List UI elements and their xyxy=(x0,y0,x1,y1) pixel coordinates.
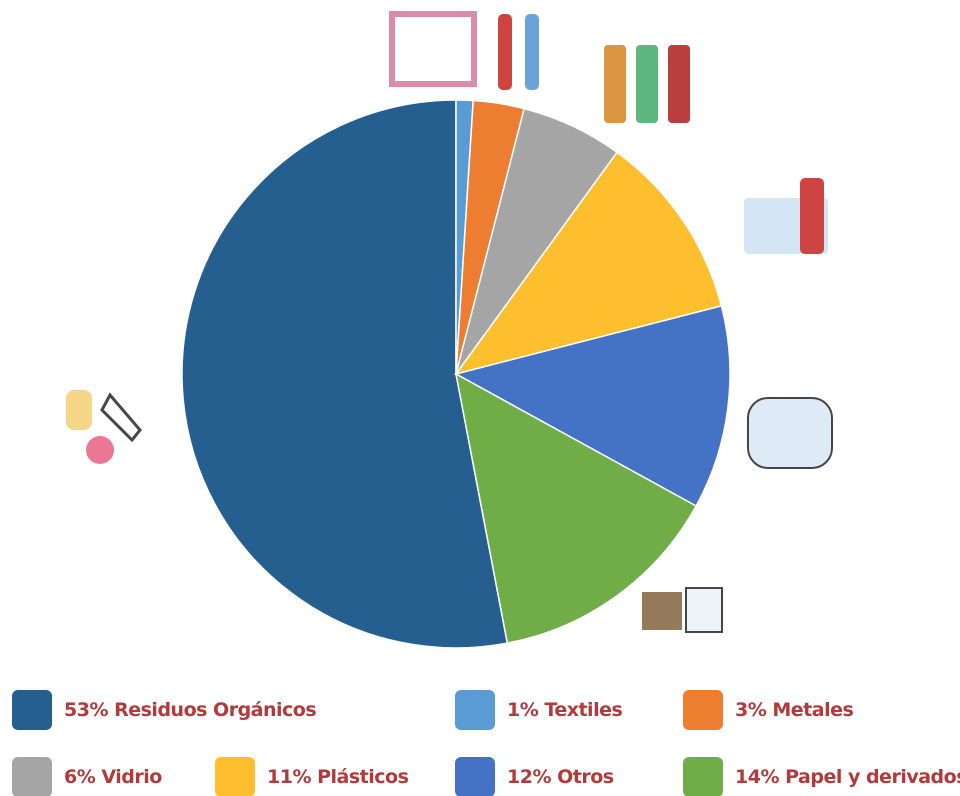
legend-label: 14% Papel y derivados xyxy=(735,766,960,788)
pie-slice xyxy=(453,304,731,508)
decorative-icons xyxy=(66,11,833,633)
legend-value: 53% xyxy=(64,699,108,721)
legend-label: 3% Metales xyxy=(735,699,853,721)
pie-slice xyxy=(454,372,698,645)
legend-value: 3% xyxy=(735,699,767,721)
legend-name: Vidrio xyxy=(101,766,162,788)
legend-name: Otros xyxy=(557,766,614,788)
legend-label: 53% Residuos Orgánicos xyxy=(64,699,316,721)
legend-value: 14% xyxy=(735,766,779,788)
legend-swatch xyxy=(683,690,723,730)
pie-slice xyxy=(181,99,509,649)
legend-value: 12% xyxy=(507,766,551,788)
legend-name: Textiles xyxy=(544,699,622,721)
legend-swatch xyxy=(215,757,255,796)
legend-name: Residuos Orgánicos xyxy=(114,699,316,721)
legend-value: 11% xyxy=(267,766,311,788)
legend-label: 1% Textiles xyxy=(507,699,622,721)
legend-value: 1% xyxy=(507,699,539,721)
legend-swatch xyxy=(683,757,723,796)
legend-swatch xyxy=(455,690,495,730)
legend-name: Plásticos xyxy=(317,766,408,788)
legend-swatch xyxy=(12,757,52,796)
legend-label: 12% Otros xyxy=(507,766,614,788)
legend-label: 6% Vidrio xyxy=(64,766,162,788)
legend-name: Papel y derivados xyxy=(785,766,960,788)
legend-name: Metales xyxy=(772,699,853,721)
pie-slice xyxy=(454,151,723,376)
legend-swatch xyxy=(12,690,52,730)
legend-value: 6% xyxy=(64,766,96,788)
legend-label: 11% Plásticos xyxy=(267,766,409,788)
legend-swatch xyxy=(455,757,495,796)
